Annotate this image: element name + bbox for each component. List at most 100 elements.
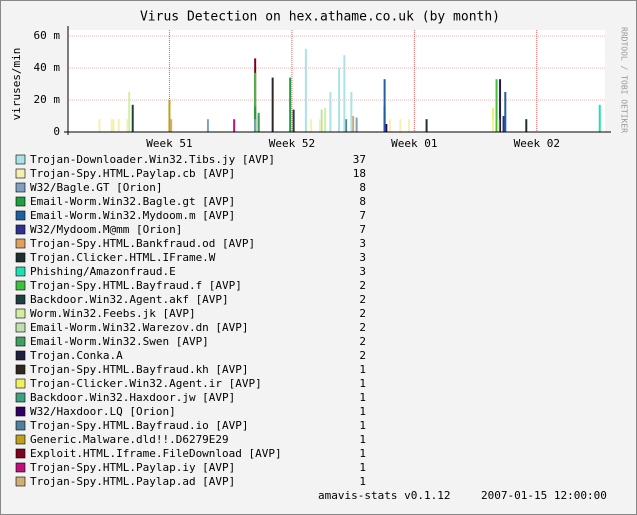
- legend-label: Trojan-Spy.HTML.Bayfraud.f [AVP]: [30, 279, 242, 292]
- legend-label: Trojan-Spy.HTML.Bayfraud.kh [AVP]: [30, 363, 249, 376]
- legend-total: 8: [359, 181, 366, 194]
- bar: [425, 119, 428, 132]
- bar: [98, 119, 101, 132]
- legend-label: Trojan-Downloader.Win32.Tibs.jy [AVP]: [30, 153, 275, 166]
- legend-label: Worm.Win32.Feebs.jk [AVP]: [30, 307, 196, 320]
- legend-label: Email-Worm.Win32.Bagle.gt [AVP]: [30, 195, 235, 208]
- bar: [318, 119, 321, 132]
- legend-swatch: [15, 406, 26, 417]
- legend-total: 1: [359, 433, 366, 446]
- legend-label: Email-Worm.Win32.Warezov.dn [AVP]: [30, 321, 249, 334]
- bar: [206, 119, 209, 132]
- legend-label: Trojan-Spy.HTML.Paylap.iy [AVP]: [30, 461, 235, 474]
- legend-label: W32/Bagle.GT [Orion]: [30, 181, 162, 194]
- legend-total: 37: [353, 153, 366, 166]
- bar: [117, 119, 120, 132]
- footer-date: 2007-01-15 12:00:00: [481, 489, 607, 502]
- x-tick-label: Week 51: [146, 137, 192, 150]
- bar: [598, 104, 601, 132]
- legend-swatch: [15, 168, 26, 179]
- bar: [338, 68, 341, 132]
- bar: [355, 117, 358, 132]
- legend-swatch: [15, 462, 26, 473]
- bar: [254, 72, 257, 132]
- bar: [345, 119, 348, 132]
- x-tick-label: Week 02: [514, 137, 560, 150]
- bar: [110, 119, 113, 132]
- bar: [233, 119, 236, 132]
- legend-swatch: [15, 224, 26, 235]
- bar: [352, 116, 355, 132]
- bar: [168, 100, 171, 132]
- y-tick-label: 60 m: [34, 29, 61, 42]
- legend-total: 8: [359, 195, 366, 208]
- bar: [388, 119, 391, 132]
- legend-total: 2: [359, 335, 366, 348]
- bar: [499, 79, 502, 132]
- legend-total: 1: [359, 405, 366, 418]
- bar: [399, 119, 402, 132]
- bar: [492, 119, 495, 132]
- bar: [350, 92, 353, 132]
- bar: [254, 119, 257, 132]
- chart-title: Virus Detection on hex.athame.co.uk (by …: [140, 10, 500, 25]
- legend-total: 1: [359, 447, 366, 460]
- bar: [289, 77, 292, 132]
- legend-total: 2: [359, 279, 366, 292]
- legend-total: 1: [359, 475, 366, 488]
- legend-total: 3: [359, 251, 366, 264]
- legend-swatch: [15, 350, 26, 361]
- legend-swatch: [15, 266, 26, 277]
- legend-swatch: [15, 280, 26, 291]
- bar: [271, 77, 274, 132]
- legend-total: 3: [359, 237, 366, 250]
- bar: [495, 79, 498, 132]
- legend-total: 1: [359, 377, 366, 390]
- y-tick-label: 0: [53, 125, 60, 138]
- legend-label: Backdoor.Win32.Agent.akf [AVP]: [30, 293, 229, 306]
- side-label: RRDTOOL / TOBI OETIKER: [620, 27, 629, 133]
- legend-swatch: [15, 364, 26, 375]
- legend-total: 1: [359, 391, 366, 404]
- legend-label: Trojan.Clicker.HTML.IFrame.W: [30, 251, 216, 264]
- bar: [128, 92, 131, 132]
- y-tick-label: 20 m: [34, 93, 61, 106]
- plot-area: [68, 30, 605, 132]
- bar: [131, 104, 134, 132]
- legend-swatch: [15, 308, 26, 319]
- legend-total: 1: [359, 419, 366, 432]
- legend-label: W32/Haxdoor.LQ [Orion]: [30, 405, 176, 418]
- bar: [343, 55, 346, 133]
- bar: [310, 119, 313, 132]
- y-tick-label: 40 m: [34, 61, 61, 74]
- bar: [320, 109, 323, 132]
- bar: [497, 119, 500, 132]
- bar: [408, 119, 411, 132]
- legend-label: Trojan.Conka.A: [30, 349, 123, 362]
- bar: [257, 112, 260, 132]
- legend-swatch: [15, 392, 26, 403]
- bar: [324, 108, 327, 132]
- x-tick-label: Week 52: [269, 137, 315, 150]
- legend-total: 18: [353, 167, 366, 180]
- bar: [304, 48, 307, 132]
- legend-swatch: [15, 336, 26, 347]
- legend-total: 7: [359, 209, 366, 222]
- legend-total: 2: [359, 321, 366, 334]
- bar: [383, 79, 386, 132]
- legend-label: Email-Worm.Win32.Mydoom.m [AVP]: [30, 209, 235, 222]
- legend-total: 7: [359, 223, 366, 236]
- bar: [170, 119, 173, 132]
- legend-label: Email-Worm.Win32.Swen [AVP]: [30, 335, 209, 348]
- legend-swatch: [15, 378, 26, 389]
- legend-swatch: [15, 238, 26, 249]
- legend-swatch: [15, 154, 26, 165]
- legend-label: Exploit.HTML.Iframe.FileDownload [AVP]: [30, 447, 282, 460]
- legend-swatch: [15, 252, 26, 263]
- legend-swatch: [15, 322, 26, 333]
- legend-label: Phishing/Amazonfraud.E: [30, 265, 176, 278]
- legend-swatch: [15, 476, 26, 487]
- bar: [502, 116, 505, 132]
- legend-swatch: [15, 434, 26, 445]
